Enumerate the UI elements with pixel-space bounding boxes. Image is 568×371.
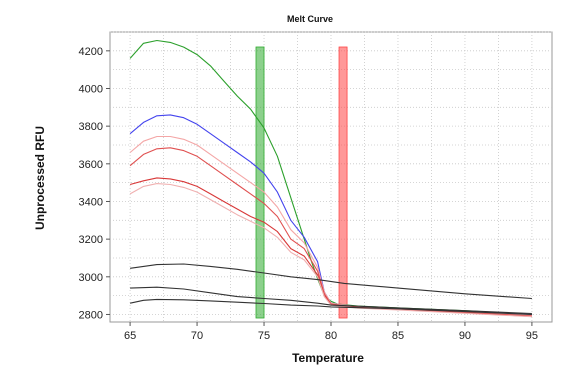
x-tick-label: 80 — [325, 330, 337, 342]
y-axis-label: Unprocessed RFU — [33, 126, 47, 230]
series-line-8 — [130, 286, 532, 315]
x-tick-label: 95 — [526, 330, 538, 342]
marker-bar-2 — [338, 46, 348, 319]
y-tick-label: 3800 — [79, 121, 103, 133]
y-tick-label: 3600 — [79, 159, 103, 171]
x-tick-label: 85 — [392, 330, 404, 342]
y-tick-label: 3400 — [79, 196, 103, 208]
x-tick-label: 75 — [258, 330, 270, 342]
x-tick-label: 90 — [459, 330, 471, 342]
y-tick-label: 4000 — [79, 83, 103, 95]
plot-area: 65 70 75 80 85 90 95 2800 3000 3200 3400 3600 3800 40… — [79, 31, 553, 342]
y-tick-label: 3200 — [79, 234, 103, 246]
y-tick-label: 2800 — [79, 309, 103, 321]
y-tick-label: 4200 — [79, 46, 103, 58]
x-tick-label: 65 — [124, 330, 136, 342]
series-line-9 — [129, 298, 532, 316]
marker-bar-1 — [255, 46, 265, 319]
chart-title: Melt Curve — [287, 14, 333, 24]
series-line-7 — [130, 263, 532, 300]
y-tick-label: 3000 — [79, 272, 103, 284]
x-tick-label: 70 — [191, 330, 203, 342]
x-axis-label: Temperature — [292, 351, 364, 365]
